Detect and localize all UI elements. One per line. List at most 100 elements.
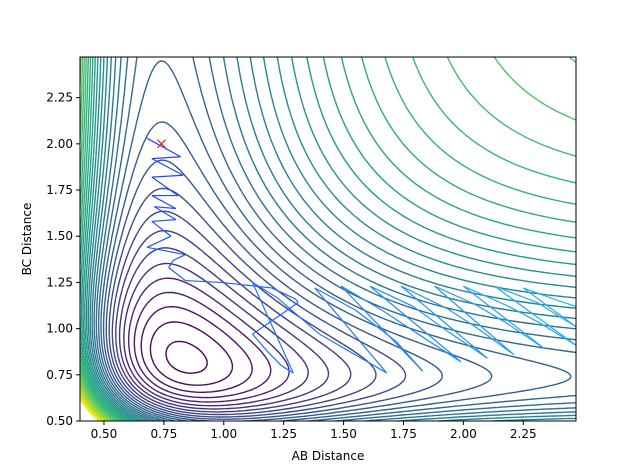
trajectory-segment (369, 285, 414, 307)
y-tick-label: 0.75 (46, 368, 73, 382)
contour-level (80, 396, 101, 421)
contour-level (80, 390, 106, 421)
contour-level (100, 60, 572, 421)
trajectory-segment (340, 285, 383, 311)
contour-level (85, 57, 576, 421)
contour-level (84, 57, 576, 421)
y-tick-label: 2.25 (46, 91, 73, 105)
trajectory-segment (168, 267, 186, 282)
contour-level (108, 187, 407, 418)
contour-level (102, 121, 493, 421)
y-axis-label: BC Distance (20, 203, 34, 276)
contour-level (118, 247, 330, 410)
contour-level (80, 388, 107, 421)
trajectory-segment (146, 235, 172, 248)
trajectory-segment (448, 331, 488, 359)
y-axis-ticks: 0.50 0.75 1.00 1.25 1.50 1.75 2.00 2.25 (46, 91, 80, 428)
contour-level (80, 376, 115, 421)
contour-level (82, 57, 576, 421)
x-tick-label: 2.25 (510, 427, 537, 441)
trajectory-segment (276, 296, 321, 335)
trajectory-segment (559, 300, 576, 308)
contour-level (80, 383, 111, 421)
marker-stroke (157, 139, 166, 149)
contour-level (80, 57, 576, 421)
x-axis-ticks: 0.50 0.75 1.00 1.25 1.50 1.75 2.00 2.25 (91, 421, 537, 441)
trajectory-segment (252, 302, 299, 335)
contour-level (89, 57, 576, 421)
start-marker (157, 139, 166, 149)
contour-level (97, 57, 576, 421)
trajectory-segment (400, 285, 488, 359)
x-axis-label: AB Distance (292, 449, 365, 463)
trajectory-segment (314, 287, 388, 374)
contour-lines (80, 57, 576, 421)
trajectory-segment (151, 195, 177, 210)
trajectory-segment (369, 285, 462, 363)
trajectory-path (146, 137, 576, 374)
contour-level (95, 57, 576, 421)
trajectory-segment (251, 282, 294, 374)
x-tick-label: 2.00 (450, 427, 477, 441)
trajectory-segment (151, 174, 184, 178)
trajectory-segment (151, 156, 181, 160)
trajectory-segment (252, 333, 268, 352)
trajectory-segment (252, 281, 277, 298)
trajectory-segment (314, 287, 356, 311)
contour-level (149, 321, 234, 386)
trajectory-segment (221, 281, 272, 289)
trajectory-segment (434, 285, 515, 355)
trajectory-segment (151, 219, 176, 223)
trajectory-segment (508, 305, 541, 324)
contour-level (140, 306, 253, 393)
trajectory-segment (537, 302, 565, 320)
trajectory-segment (475, 304, 507, 324)
trajectory-segment (151, 158, 184, 176)
y-tick-label: 2.00 (46, 137, 73, 151)
trajectory-segment (415, 331, 462, 363)
x-tick-label: 1.25 (270, 427, 297, 441)
trajectory-segment (494, 285, 576, 346)
trajectory-segment (146, 246, 186, 256)
contour-level (87, 57, 576, 421)
trajectory-segment (400, 285, 447, 309)
trajectory-segment (319, 333, 359, 357)
trajectory-segment (381, 309, 416, 333)
x-tick-label: 1.50 (330, 427, 357, 441)
contour-level (80, 380, 113, 421)
contour-level (80, 57, 576, 421)
trajectory-segment (151, 220, 172, 237)
contour-level (80, 385, 109, 421)
x-tick-label: 1.00 (210, 427, 237, 441)
y-tick-label: 0.50 (46, 414, 73, 428)
trajectory-segment (168, 259, 174, 268)
trajectory-segment (146, 137, 181, 158)
trajectory-segment (463, 285, 546, 350)
trajectory-segment (173, 254, 186, 261)
x-tick-label: 0.50 (91, 427, 118, 441)
contour-level (115, 230, 352, 413)
trajectory-segment (446, 307, 476, 328)
trajectory-segment (151, 176, 179, 197)
trajectory-segment (434, 285, 476, 306)
y-tick-label: 1.25 (46, 275, 73, 289)
contour-level (80, 57, 576, 421)
contour-level (127, 277, 290, 403)
x-tick-label: 0.75 (151, 427, 178, 441)
trajectory-segment (295, 298, 299, 304)
contour-level (80, 57, 576, 421)
contour-level (93, 57, 576, 421)
y-tick-label: 1.50 (46, 229, 73, 243)
trajectory-segment (340, 285, 424, 372)
trajectory-segment (463, 285, 510, 307)
plot-frame (79, 56, 577, 422)
trajectory-segment (154, 206, 176, 210)
trajectory-segment (357, 355, 388, 374)
contour-level (105, 159, 443, 420)
trajectory-segment (523, 287, 560, 302)
trajectory-segment (185, 279, 222, 284)
x-tick-label: 1.75 (390, 427, 417, 441)
y-tick-label: 1.00 (46, 322, 73, 336)
contour-level (80, 57, 576, 421)
